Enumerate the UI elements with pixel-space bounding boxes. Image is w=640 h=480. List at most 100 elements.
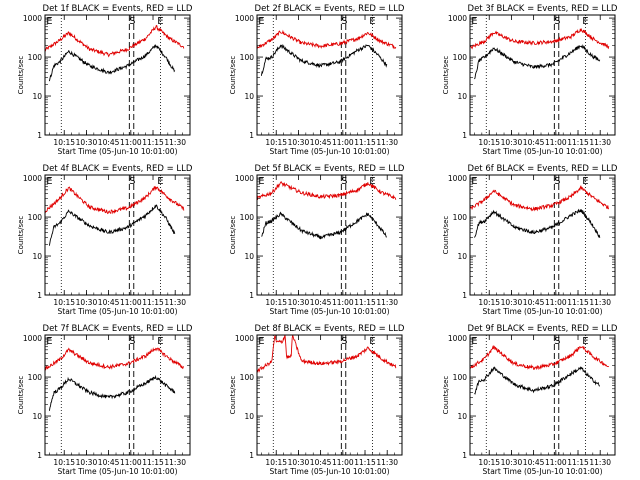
y-tick-label: 10 [32, 412, 42, 421]
x-axis-label: Start Time (05-Jun-10 10:01:00) [270, 147, 390, 156]
series-group [470, 28, 610, 80]
y-axis-label: Counts/sec [229, 56, 237, 95]
y-tick-label: 1 [462, 131, 467, 140]
series-line-lld [257, 335, 397, 373]
event-marker-label: S [554, 336, 560, 347]
series-line-lld [470, 184, 610, 212]
event-marker-label: E [369, 16, 375, 27]
series-group [45, 24, 185, 82]
panel-title: Det 5f BLACK = Events, RED = LLD [255, 164, 405, 174]
y-tick-label: 1000 [448, 14, 467, 23]
x-tick-label: 10:45 [98, 138, 120, 147]
series-line-events [48, 374, 176, 411]
y-tick-label: 100 [453, 373, 468, 382]
x-tick-label: 11:15 [567, 298, 589, 307]
event-marker-label: S [129, 336, 135, 347]
x-tick-label: 10:15 [478, 138, 500, 147]
axes-frame [469, 334, 616, 456]
x-tick-label: 11:15 [354, 458, 376, 467]
x-tick-label: 11:00 [120, 298, 142, 307]
y-tick-label: 1000 [23, 334, 42, 343]
x-tick-label: 11:15 [142, 138, 164, 147]
event-marker-label: E [471, 16, 477, 27]
x-tick-label: 11:30 [589, 298, 611, 307]
x-axis-label: Start Time (05-Jun-10 10:01:00) [483, 467, 603, 476]
y-tick-label: 1000 [235, 334, 254, 343]
x-tick-label: 10:30 [288, 458, 310, 467]
event-marker-label: E [471, 336, 477, 347]
y-tick-label: 100 [28, 213, 43, 222]
event-marker-label: E [369, 336, 375, 347]
y-axis-label: Counts/sec [442, 376, 450, 415]
y-tick-label: 1000 [23, 174, 42, 183]
y-tick-label: 100 [240, 373, 255, 382]
y-tick-label: 10 [457, 92, 467, 101]
x-tick-label: 10:45 [523, 298, 545, 307]
x-tick-label: 11:00 [545, 138, 567, 147]
x-tick-label: 10:45 [98, 458, 120, 467]
x-axis-label: Start Time (05-Jun-10 10:01:00) [58, 147, 178, 156]
x-tick-label: 11:15 [354, 298, 376, 307]
series-line-events [261, 211, 387, 240]
series-group [470, 345, 609, 395]
series-group [257, 335, 397, 373]
x-tick-label: 11:00 [120, 458, 142, 467]
panel-2: Det 2f BLACK = Events, RED = LLD 1 10 100 10… [229, 4, 405, 156]
series-line-events [48, 43, 176, 82]
y-tick-label: 100 [240, 213, 255, 222]
event-marker-label: E [582, 336, 588, 347]
event-marker-label: S [129, 176, 135, 187]
event-marker-label: E [157, 336, 163, 347]
axes-frame [44, 174, 191, 296]
panel-title: Det 2f BLACK = Events, RED = LLD [255, 4, 405, 14]
panel-title: Det 4f BLACK = Events, RED = LLD [43, 164, 193, 174]
event-marker-label: E [46, 16, 52, 27]
event-marker-label: S [554, 176, 560, 187]
series-group [257, 181, 397, 240]
x-tick-label: 11:30 [164, 138, 186, 147]
series-line-lld [470, 28, 610, 50]
y-tick-label: 1 [249, 451, 254, 460]
series-group [45, 347, 185, 411]
y-tick-label: 100 [28, 53, 43, 62]
event-marker-label: S [554, 16, 560, 27]
y-tick-label: 1000 [235, 14, 254, 23]
y-tick-label: 1 [462, 451, 467, 460]
x-tick-label: 10:30 [76, 298, 98, 307]
series-line-events [474, 44, 601, 80]
x-tick-label: 11:00 [332, 138, 354, 147]
axes-frame [469, 174, 616, 296]
panel-6: Det 6f BLACK = Events, RED = LLD 1 10 100 10… [442, 164, 618, 316]
series-line-events [474, 366, 601, 395]
x-tick-label: 10:45 [523, 138, 545, 147]
x-tick-label: 10:15 [53, 138, 75, 147]
panel-4: Det 4f BLACK = Events, RED = LLD 1 10 100 10… [17, 164, 193, 316]
x-tick-label: 10:15 [53, 458, 75, 467]
event-marker-label: S [341, 336, 347, 347]
panel-8: Det 8f BLACK = Events, RED = LLD 1 10 100 10… [229, 324, 405, 476]
event-marker-label: E [157, 176, 163, 187]
series-line-lld [45, 185, 185, 215]
event-marker-label: S [341, 16, 347, 27]
x-tick-label: 10:45 [310, 138, 332, 147]
x-tick-label: 11:15 [142, 458, 164, 467]
y-tick-label: 1000 [23, 14, 42, 23]
y-axis-label: Counts/sec [442, 56, 450, 95]
x-tick-label: 11:15 [567, 458, 589, 467]
x-tick-label: 11:15 [567, 138, 589, 147]
y-tick-label: 100 [240, 53, 255, 62]
panel-7: Det 7f BLACK = Events, RED = LLD 1 10 100 10… [17, 324, 193, 476]
x-tick-label: 10:30 [76, 458, 98, 467]
panel-title: Det 6f BLACK = Events, RED = LLD [468, 164, 618, 174]
series-group [470, 184, 610, 238]
y-tick-label: 10 [32, 252, 42, 261]
y-tick-label: 10 [457, 412, 467, 421]
y-axis-label: Counts/sec [17, 216, 25, 255]
y-axis-label: Counts/sec [17, 56, 25, 95]
series-line-events [474, 208, 601, 238]
x-tick-label: 10:30 [76, 138, 98, 147]
x-tick-label: 11:00 [545, 298, 567, 307]
y-axis-label: Counts/sec [229, 376, 237, 415]
axes-frame [44, 334, 191, 456]
